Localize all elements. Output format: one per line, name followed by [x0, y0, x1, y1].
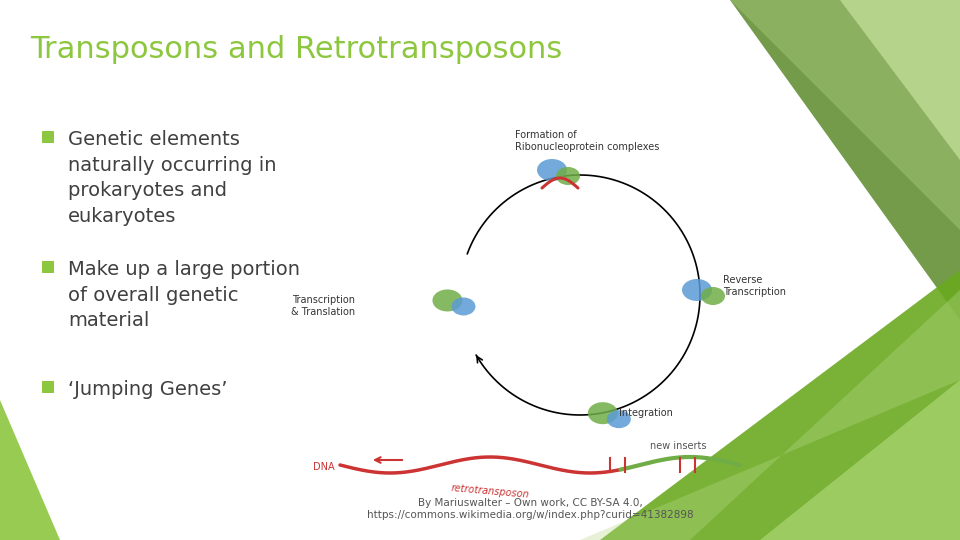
Text: Transcription
& Translation: Transcription & Translation	[291, 295, 355, 317]
Ellipse shape	[451, 298, 475, 315]
Text: Genetic elements
naturally occurring in
prokaryotes and
eukaryotes: Genetic elements naturally occurring in …	[68, 130, 276, 226]
Text: Make up a large portion
of overall genetic
material: Make up a large portion of overall genet…	[68, 260, 300, 330]
Ellipse shape	[588, 402, 618, 424]
Polygon shape	[0, 400, 60, 540]
Text: Integration: Integration	[619, 408, 673, 418]
Text: ‘Jumping Genes’: ‘Jumping Genes’	[68, 380, 228, 399]
Text: new inserts: new inserts	[650, 441, 707, 451]
Ellipse shape	[432, 289, 463, 312]
Text: retrotransposon: retrotransposon	[450, 483, 530, 500]
Polygon shape	[730, 0, 960, 320]
Polygon shape	[840, 0, 960, 160]
Polygon shape	[580, 0, 960, 540]
Ellipse shape	[556, 167, 580, 185]
Text: Transposons and Retrotransposons: Transposons and Retrotransposons	[30, 35, 563, 64]
Text: DNA: DNA	[313, 462, 335, 472]
Ellipse shape	[701, 287, 725, 305]
Polygon shape	[760, 380, 960, 540]
Text: Reverse
Transcription: Reverse Transcription	[723, 275, 786, 296]
Ellipse shape	[537, 159, 567, 181]
Ellipse shape	[607, 410, 631, 428]
Text: Formation of
Ribonucleoprotein complexes: Formation of Ribonucleoprotein complexes	[515, 130, 660, 152]
Ellipse shape	[682, 279, 712, 301]
Polygon shape	[600, 270, 960, 540]
Text: By Mariuswalter – Own work, CC BY-SA 4.0,
https://commons.wikimedia.org/w/index.: By Mariuswalter – Own work, CC BY-SA 4.0…	[367, 498, 693, 520]
